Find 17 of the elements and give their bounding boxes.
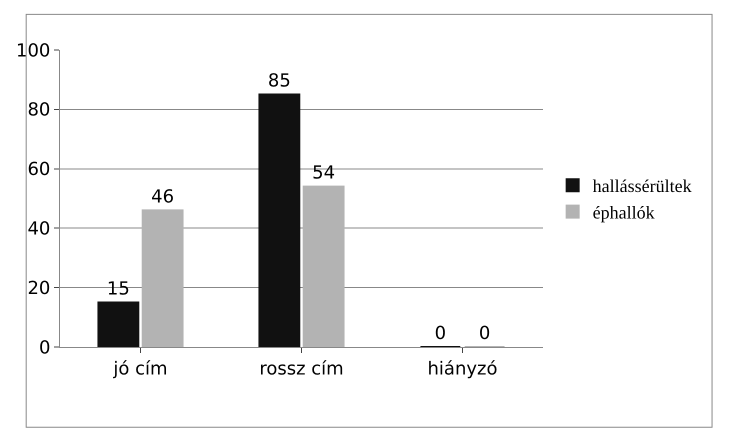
- data-label: 0: [434, 323, 446, 344]
- y-tick-label: 40: [27, 218, 50, 240]
- data-label: 85: [268, 70, 291, 92]
- x-tick-label: jó cím: [112, 358, 168, 380]
- legend-label: éphallók: [592, 202, 655, 223]
- x-tick-label: rossz cím: [259, 358, 344, 380]
- y-tick-label: 100: [16, 40, 50, 62]
- data-label: 54: [312, 162, 336, 184]
- data-label: 15: [106, 278, 130, 300]
- y-tick-label: 0: [38, 337, 50, 358]
- y-tick-label: 60: [27, 159, 50, 180]
- data-label: 46: [151, 186, 174, 208]
- legend-label: hallássérültek: [592, 176, 692, 196]
- y-tick-label: 20: [27, 278, 50, 299]
- y-tick-label: 80: [27, 100, 50, 121]
- x-tick-label: hiányzó: [428, 358, 498, 380]
- data-label: 0: [478, 323, 490, 344]
